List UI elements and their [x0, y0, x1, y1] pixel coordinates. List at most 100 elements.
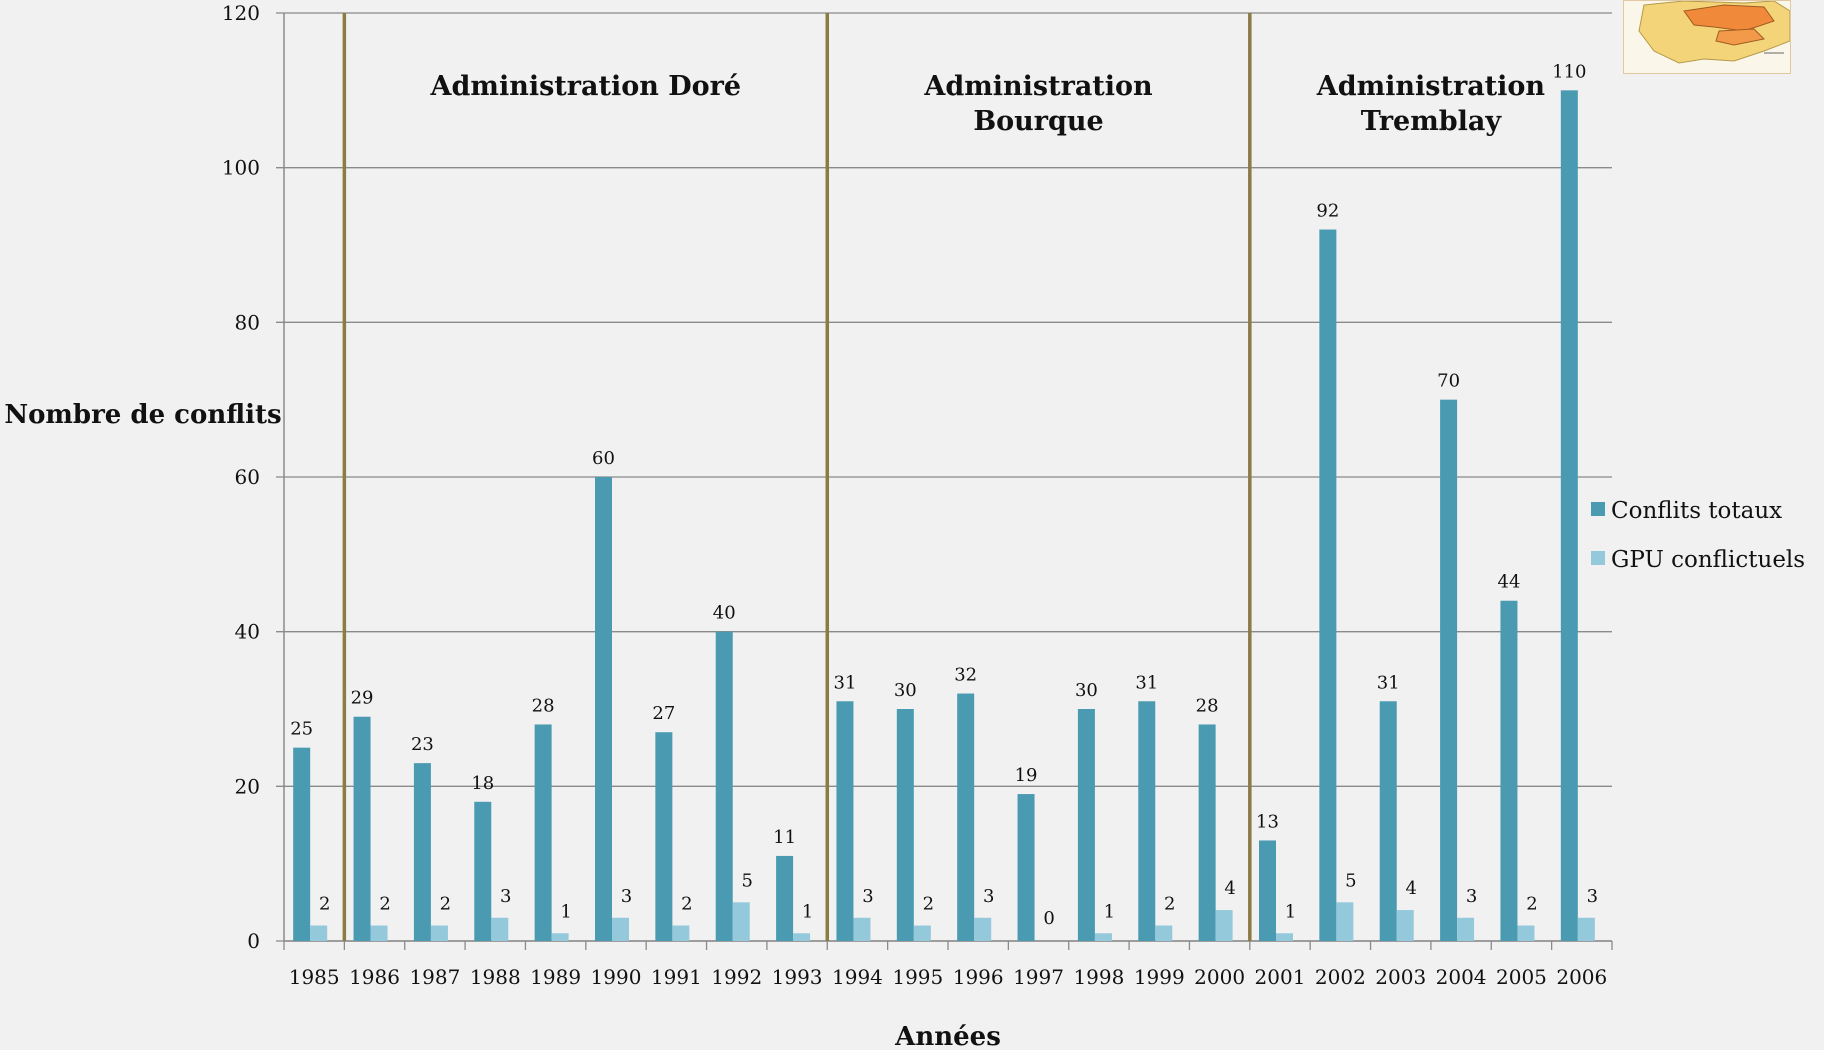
- bar-gpu-conflictuels: [1094, 933, 1112, 941]
- data-label: 44: [1498, 572, 1521, 593]
- x-tick-label: 1993: [772, 965, 823, 989]
- x-tick-label: 2006: [1556, 965, 1607, 989]
- bar-conflits-totaux: [957, 693, 975, 941]
- y-tick-label: 0: [247, 929, 260, 953]
- x-tick-label: 1986: [349, 965, 400, 989]
- data-label: 1: [1285, 901, 1296, 922]
- map-thumbnail: [1623, 0, 1791, 74]
- administration-labels: Administration Doré Administration Bourque…: [430, 71, 1546, 137]
- bar-gpu-conflictuels: [974, 917, 992, 941]
- bar-gpu-conflictuels: [310, 925, 328, 941]
- bar-conflits-totaux: [474, 801, 492, 941]
- bars: [293, 90, 1595, 942]
- legend-swatch-gpu-conflictuels: [1591, 551, 1605, 565]
- administration-separators: [342, 13, 1252, 941]
- bar-conflits-totaux: [595, 477, 612, 941]
- data-label: 5: [742, 870, 753, 891]
- x-tick-label: 2003: [1375, 965, 1426, 989]
- bar-gpu-conflictuels: [1517, 925, 1535, 941]
- data-label: 2: [379, 894, 390, 915]
- legend-swatch-conflits-totaux: [1591, 502, 1605, 516]
- bar-gpu-conflictuels: [793, 933, 811, 941]
- x-tick-label: 1985: [289, 965, 340, 989]
- x-tick-label: 1999: [1134, 965, 1185, 989]
- x-tick-label: 2002: [1315, 965, 1366, 989]
- data-label: 27: [652, 703, 675, 724]
- legend: Conflits totaux GPU conflictuels: [1591, 498, 1805, 573]
- bar-gpu-conflictuels: [430, 925, 448, 941]
- bar-conflits-totaux: [534, 724, 552, 941]
- legend-label-gpu-conflictuels: GPU conflictuels: [1611, 547, 1805, 573]
- grid: [276, 12, 1612, 942]
- bar-conflits-totaux: [353, 716, 371, 941]
- bar-conflits-totaux: [715, 631, 733, 941]
- data-label: 28: [1196, 695, 1219, 716]
- bar-conflits-totaux: [1500, 600, 1518, 941]
- administration-label: Bourque: [973, 106, 1103, 137]
- data-label: 30: [1075, 680, 1098, 701]
- data-label: 70: [1437, 371, 1460, 392]
- data-label: 2: [319, 894, 330, 915]
- x-tick-label: 2000: [1194, 965, 1245, 989]
- data-label: 31: [1377, 672, 1400, 693]
- bar-gpu-conflictuels: [1215, 910, 1233, 941]
- bar-gpu-conflictuels: [672, 925, 690, 941]
- y-tick-label: 80: [235, 310, 260, 334]
- bar-conflits-totaux: [896, 709, 914, 941]
- data-label: 60: [592, 448, 615, 469]
- bar-gpu-conflictuels: [370, 925, 388, 941]
- bar-gpu-conflictuels: [612, 917, 629, 941]
- bar-gpu-conflictuels: [1336, 902, 1354, 941]
- bar-gpu-conflictuels: [1577, 917, 1595, 941]
- bar-conflits-totaux: [1017, 794, 1035, 941]
- data-label: 3: [1587, 886, 1598, 907]
- bar-gpu-conflictuels: [732, 902, 750, 941]
- data-label: 4: [1224, 878, 1235, 899]
- data-label: 31: [834, 672, 857, 693]
- x-axis-title: Années: [894, 1022, 1001, 1050]
- bar-conflits-totaux: [293, 747, 311, 941]
- y-tick-label: 40: [235, 620, 260, 644]
- data-label: 2: [923, 894, 934, 915]
- bar-gpu-conflictuels: [1396, 910, 1414, 941]
- administration-label: Administration: [1316, 71, 1546, 102]
- data-label: 2: [681, 894, 692, 915]
- data-label: 11: [773, 827, 796, 848]
- administration-label: Administration Doré: [430, 71, 742, 102]
- bar-conflits-totaux: [1560, 90, 1578, 942]
- data-label: 19: [1015, 765, 1038, 786]
- data-label: 13: [1256, 811, 1279, 832]
- data-label: 30: [894, 680, 917, 701]
- bar-gpu-conflictuels: [853, 917, 871, 941]
- data-label: 5: [1345, 870, 1356, 891]
- data-label: 1: [560, 901, 571, 922]
- administration-label: Tremblay: [1361, 106, 1503, 137]
- bar-gpu-conflictuels: [913, 925, 931, 941]
- x-tick-label: 2004: [1436, 965, 1487, 989]
- y-tick-label: 60: [235, 465, 260, 489]
- x-tick-label: 1997: [1013, 965, 1064, 989]
- x-tick-label: 1998: [1073, 965, 1124, 989]
- y-axis-title: Nombre de conflits: [4, 400, 281, 430]
- x-tick-label: 1988: [470, 965, 521, 989]
- data-label: 3: [862, 886, 873, 907]
- data-label: 3: [621, 886, 632, 907]
- bar-conflits-totaux: [655, 732, 673, 941]
- x-tick-label: 2005: [1496, 965, 1547, 989]
- x-tick-label: 1994: [832, 965, 883, 989]
- bar-conflits-totaux: [1379, 701, 1397, 941]
- data-label: 23: [411, 734, 434, 755]
- bar-conflits-totaux: [1077, 709, 1095, 941]
- data-label: 1: [1104, 901, 1115, 922]
- bar-conflits-totaux: [1198, 724, 1216, 941]
- data-label: 0: [1043, 908, 1054, 929]
- y-tick-label: 100: [222, 156, 260, 180]
- x-tick-label: 1990: [591, 965, 642, 989]
- data-label: 40: [713, 603, 736, 624]
- bar-conflits-totaux: [1138, 701, 1156, 941]
- x-tick-label: 1991: [651, 965, 702, 989]
- bar-conflits-totaux: [1440, 399, 1458, 942]
- bar-gpu-conflictuels: [1155, 925, 1173, 941]
